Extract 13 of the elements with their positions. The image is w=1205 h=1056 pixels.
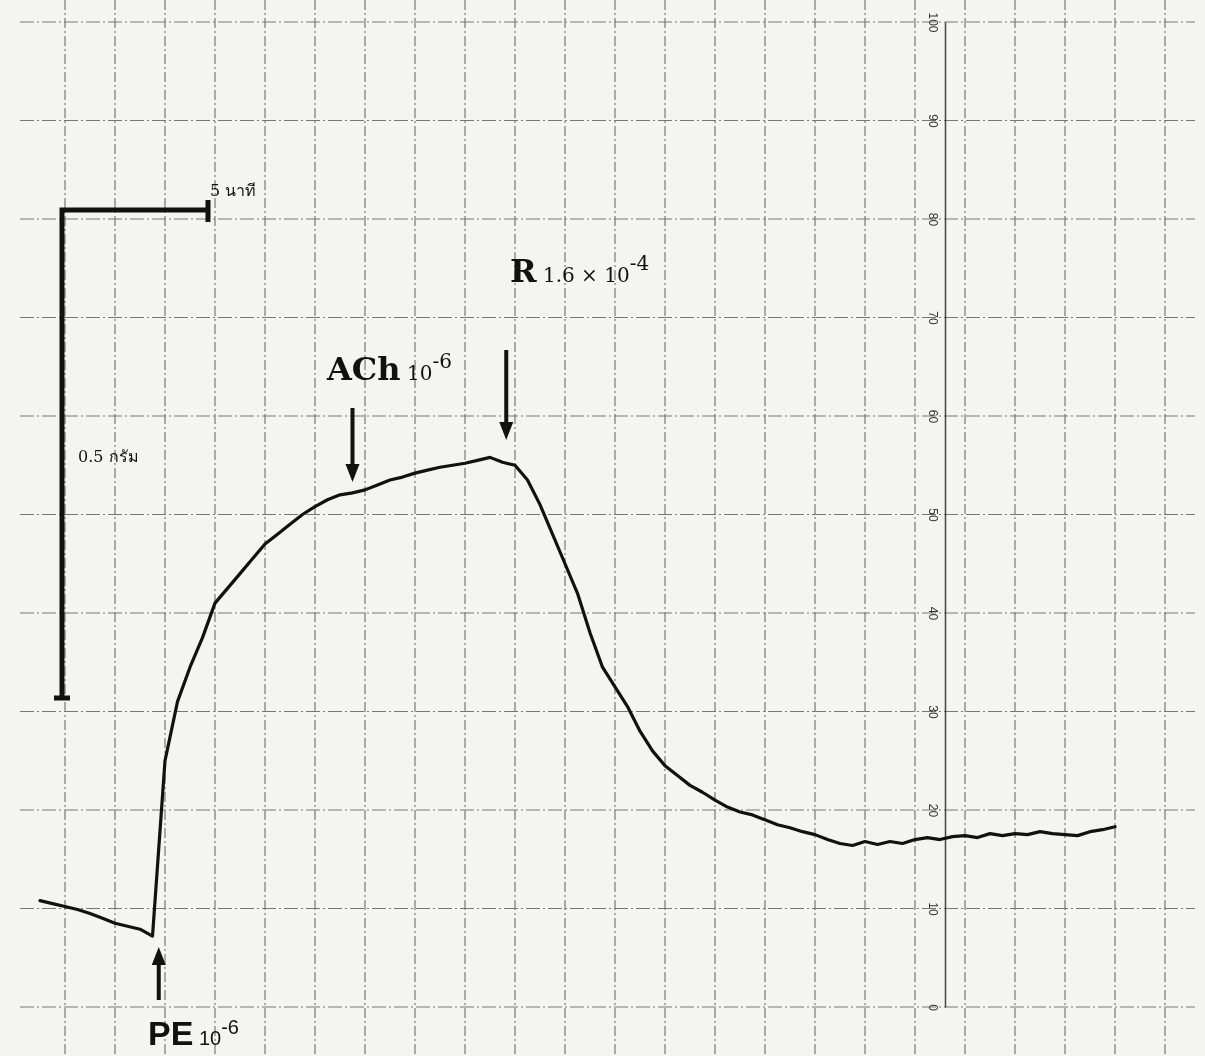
- y-tick-label: 40: [925, 606, 940, 621]
- y-tick-label: 50: [925, 508, 940, 522]
- y-tick-label: 60: [925, 409, 940, 424]
- y-tick-label: 0: [925, 1004, 940, 1012]
- y-tick-label: 100: [925, 12, 940, 33]
- y-tick-label: 70: [925, 311, 940, 325]
- y-tick-label: 20: [925, 803, 940, 818]
- y-tick-label: 30: [925, 705, 940, 719]
- y-tick-label: 80: [925, 212, 940, 227]
- y-tick-label: 90: [925, 114, 940, 128]
- y-tick-label: 10: [925, 902, 940, 916]
- annotation: 0.5 กรัม: [78, 447, 139, 466]
- annotation: 5 นาที: [210, 181, 257, 200]
